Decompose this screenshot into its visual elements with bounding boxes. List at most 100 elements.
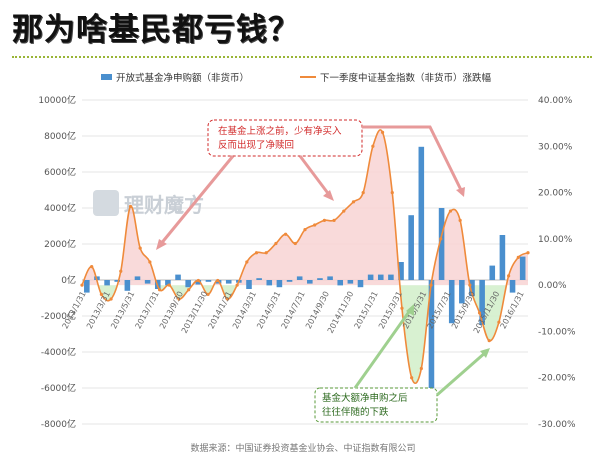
bar: [225, 280, 232, 284]
bar: [256, 278, 262, 280]
bar-series: [84, 146, 526, 401]
line-point: [138, 246, 142, 250]
line-point: [235, 283, 239, 287]
right-tick-label: -20.00%: [538, 374, 576, 384]
annotation-bottom-box: [314, 387, 438, 423]
bar: [418, 146, 425, 280]
line-point: [167, 283, 171, 287]
left-tick-label: -6000亿: [41, 382, 76, 394]
line-point: [99, 292, 103, 296]
right-tick-label: 30.00%: [538, 142, 573, 152]
bar: [296, 276, 303, 280]
bar: [499, 235, 506, 280]
annotation-bottom-arrowhead-right: [480, 348, 490, 358]
line-point: [371, 144, 375, 148]
legend: 开放式基金净申购额（非货币） 下一季度中证基金指数（非货币）涨跌幅: [101, 72, 492, 84]
bar: [469, 280, 475, 297]
annotation-top-line1: 在基金上涨之前，少有净买入: [218, 125, 342, 137]
x-tick-label: 2014/5/31: [255, 290, 282, 330]
watermark-text: 理财魔方: [124, 193, 204, 217]
line-point: [216, 278, 220, 283]
line-point: [245, 260, 249, 264]
bar: [134, 276, 141, 280]
left-tick-label: 4000亿: [44, 202, 76, 214]
line-series: [80, 129, 530, 385]
line-point: [303, 228, 307, 232]
line-point: [254, 251, 259, 255]
x-tick-label: 2013/1/31: [61, 290, 88, 330]
line-point: [293, 241, 297, 246]
line-point: [468, 283, 472, 287]
bar: [205, 280, 212, 282]
annotation-top-arrowhead-right: [456, 187, 465, 197]
line-point: [448, 209, 453, 213]
bar: [276, 280, 283, 288]
bar: [519, 256, 526, 280]
line-point: [477, 311, 482, 315]
line-point: [187, 288, 191, 292]
line-point: [332, 218, 336, 222]
bar: [286, 280, 293, 282]
line-point: [342, 209, 346, 213]
line-point: [390, 190, 394, 195]
x-tick-label: 2015/1/31: [353, 290, 380, 330]
annotation-top-arrowhead-left: [156, 239, 167, 250]
bar: [479, 280, 485, 325]
line-point: [487, 339, 491, 343]
annotation-bottom-arrow-left: [353, 308, 413, 389]
bar: [448, 280, 455, 324]
left-tick-label: -8000亿: [41, 418, 76, 430]
line-point: [419, 366, 423, 371]
line-point: [439, 237, 443, 241]
line-point: [313, 223, 317, 227]
line-point: [264, 251, 268, 255]
bar: [398, 262, 404, 280]
annotation-bottom: 基金大额净申购之后 往往伴随的下跌: [314, 304, 490, 423]
annotation-top-box: [207, 119, 363, 157]
bar: [377, 274, 384, 280]
right-tick-label: 20.00%: [538, 189, 573, 199]
line-point: [361, 190, 365, 195]
right-axis-ticks: 40.00% 30.00% 20.00% 10.00% 0.00% -10.00% -20.…: [538, 96, 576, 430]
annotation-top-arrow-mid: [298, 155, 332, 197]
bar: [307, 280, 313, 284]
line-point: [458, 218, 462, 222]
bar: [246, 280, 252, 289]
bar: [175, 274, 181, 280]
x-axis-ticks: 2013/1/312013/3/312013/5/312013/7/312013…: [61, 290, 526, 335]
right-tick-label: 0.00%: [538, 281, 567, 291]
left-tick-label: 6000亿: [44, 166, 76, 178]
annotation-top-line2: 反而出现了净赎回: [218, 139, 294, 151]
left-axis-ticks: 10000亿 8000亿 6000亿 4000亿 2000亿 0亿 -2000亿 -4000亿…: [38, 94, 76, 430]
line-point: [128, 204, 133, 209]
left-tick-label: 0亿: [61, 274, 76, 286]
bar: [104, 280, 110, 286]
annotation-top-arrowhead-mid: [323, 190, 334, 201]
bar: [347, 280, 354, 284]
watermark-logo-icon: [93, 190, 119, 216]
bar: [195, 280, 202, 285]
bar: [144, 280, 151, 284]
x-tick-label: 2013/9/30: [158, 290, 185, 330]
page-title: 那为啥基民都亏钱？: [12, 12, 300, 48]
legend-bar-label: 开放式基金净申购额（非货币）: [116, 72, 249, 84]
right-tick-label: -10.00%: [538, 327, 576, 337]
line-point: [351, 200, 356, 204]
annotation-bottom-arrow-right: [436, 350, 487, 397]
line-point: [284, 232, 288, 236]
left-tick-label: 2000亿: [44, 238, 76, 250]
watermark: 理财魔方: [93, 190, 204, 217]
line-point: [109, 297, 113, 301]
x-tick-label: 2014/3/31: [231, 290, 258, 330]
line-area-fills: [82, 129, 528, 384]
left-tick-label: -2000亿: [41, 310, 76, 322]
bar: [357, 280, 364, 288]
line-point: [429, 283, 433, 287]
annotation-bottom-line1: 基金大额净申购之后: [322, 392, 408, 404]
negative-area-fill: [82, 285, 528, 384]
source-note: 数据来源：中国证券投资基金业协会、中证指数有限公司: [190, 442, 415, 454]
bar: [337, 280, 344, 286]
bar: [84, 280, 90, 293]
right-tick-label: 40.00%: [538, 96, 573, 106]
title-divider: [12, 56, 592, 58]
